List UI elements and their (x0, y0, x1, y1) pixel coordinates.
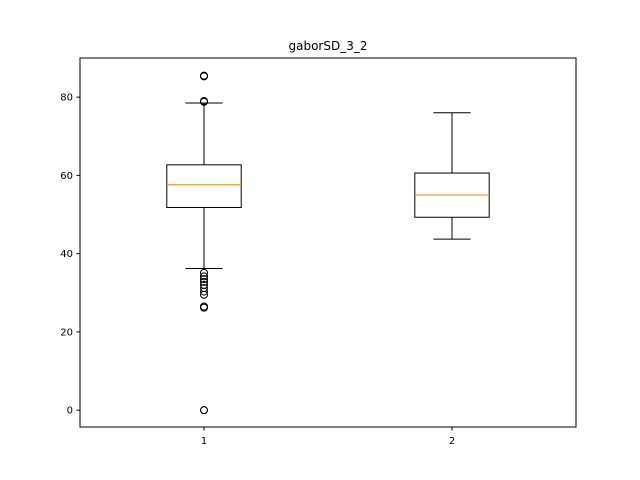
outlier-point (200, 406, 208, 415)
chart-title: gaborSD_3_2 (289, 39, 368, 53)
outlier-point (200, 272, 208, 281)
outlier-point (200, 72, 208, 81)
box-iqr (166, 164, 242, 208)
outlier-point (200, 277, 208, 286)
y-tick-label: 40 (60, 249, 73, 260)
outlier-point (200, 275, 208, 284)
x-tick-label: 1 (201, 436, 207, 447)
y-tick-label: 80 (60, 93, 73, 104)
x-tick-label: 2 (449, 436, 455, 447)
plot-frame (79, 57, 577, 428)
y-tick-label: 20 (60, 327, 73, 338)
outlier-point (200, 268, 208, 277)
outlier-point (200, 290, 208, 299)
outlier-point (200, 287, 208, 296)
outlier-point (200, 303, 208, 312)
outlier-point (200, 97, 208, 106)
y-tick-label: 0 (67, 406, 73, 417)
y-tick-label: 60 (60, 171, 73, 182)
